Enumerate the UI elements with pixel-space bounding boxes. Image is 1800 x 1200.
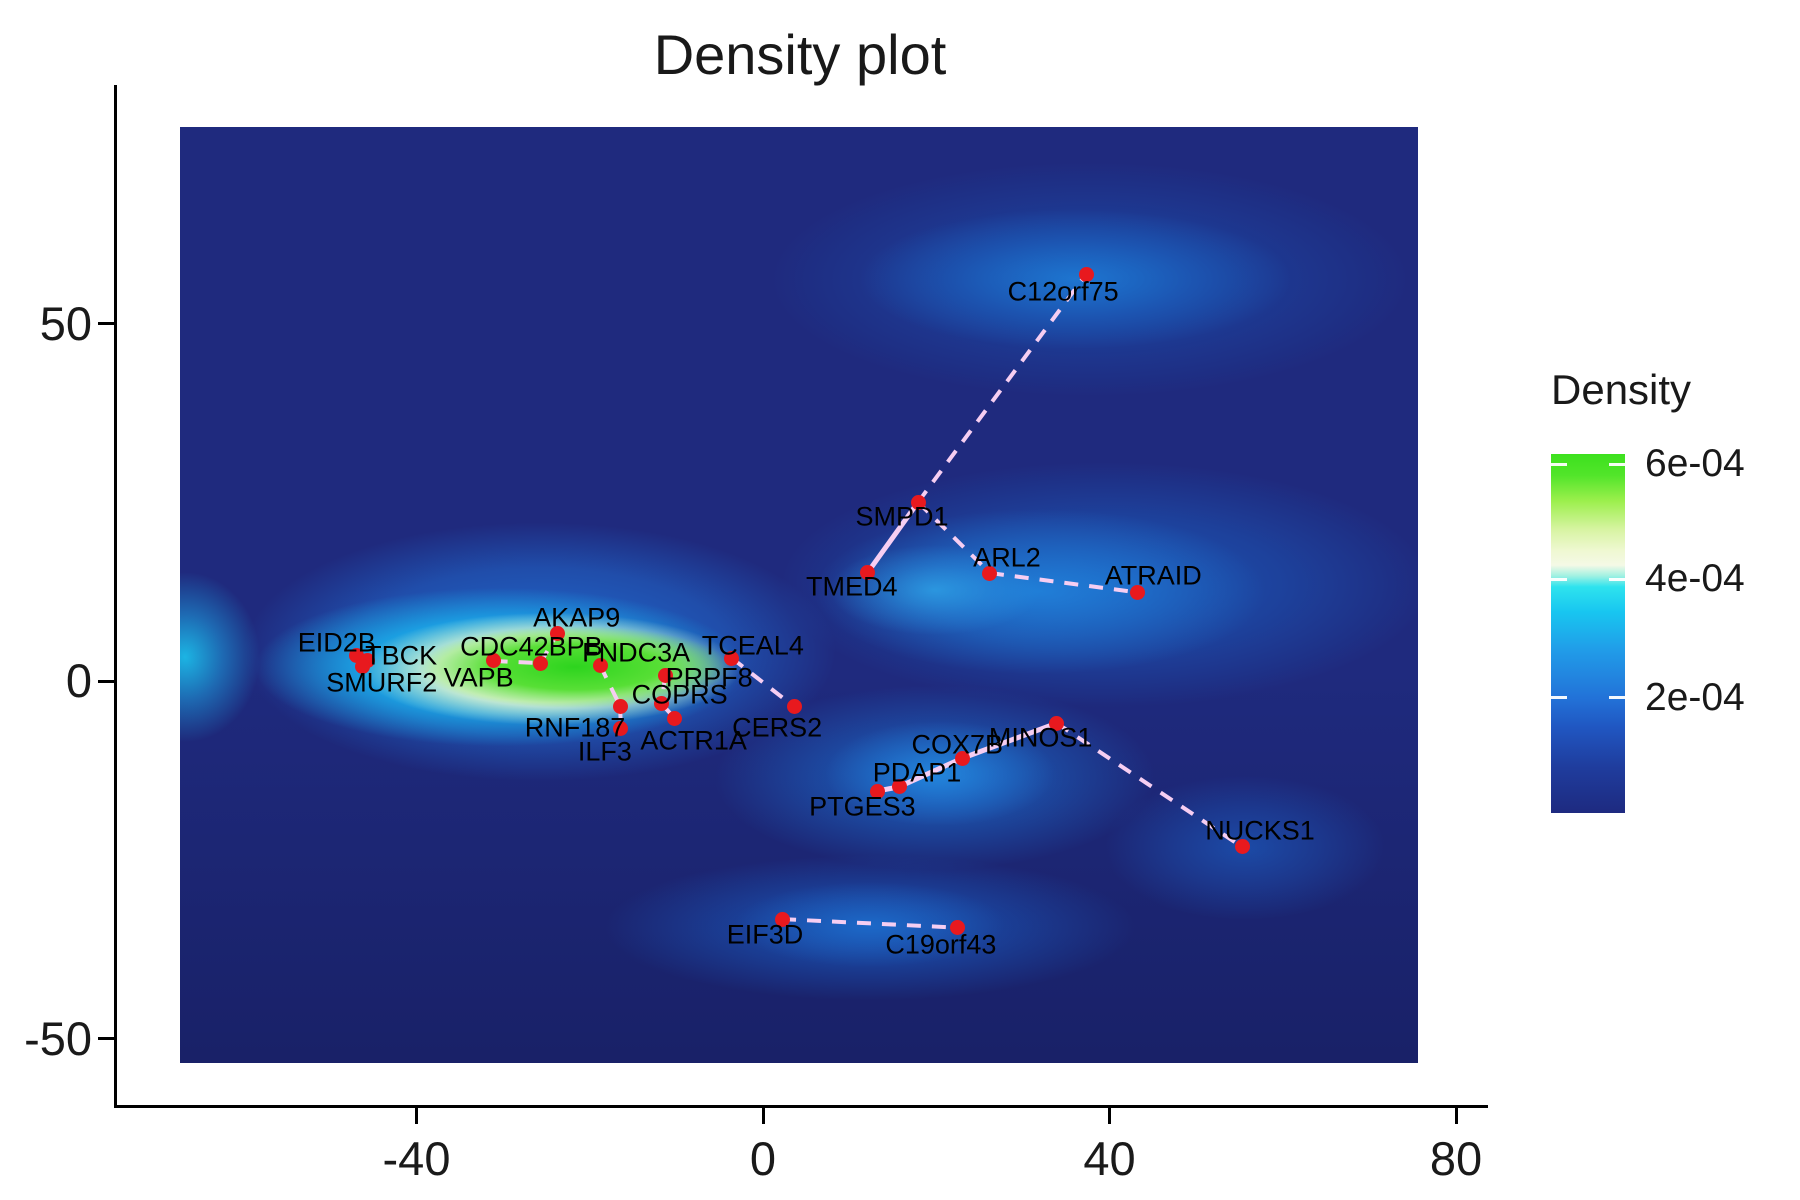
y-axis-tick [98,322,114,325]
gene-label-ARL2: ARL2 [973,542,1041,573]
data-point-RNF187 [612,698,628,714]
data-point-FNDC3A [592,657,608,673]
data-point-PRPF8 [657,667,673,683]
x-axis-tick-label: 80 [1429,1132,1483,1185]
edge-EIF3D-C19orf43 [781,917,959,930]
gene-label-PTGES3: PTGES3 [809,791,916,822]
gene-label-ATRAID: ATRAID [1104,560,1202,591]
edge-MINOS1-NUCKS1 [1055,721,1244,849]
gene-label-PDAP1: PDAP1 [872,757,962,788]
gene-label-ACTR1A: ACTR1A [640,725,747,756]
y-axis-tick-label: -50 [24,1011,92,1065]
data-point-ILF3 [613,721,629,737]
x-axis-tick-label: -40 [382,1132,451,1185]
data-point-CDC42BPB [532,655,548,671]
legend-tick-mark-left [1551,462,1567,466]
x-axis-tick [761,1108,765,1124]
data-point-PTGES3 [869,783,885,799]
gene-label-ILF3: ILF3 [577,736,632,767]
y-axis-tick-label: 0 [65,654,92,707]
gene-label-TMED4: TMED4 [806,571,898,602]
x-axis-line [114,1105,1488,1108]
gene-label-EIF3D: EIF3D [726,919,804,950]
legend-tick-mark-right [1609,696,1625,700]
y-axis-line [114,85,117,1108]
gene-label-COPRS: COPRS [631,679,728,710]
data-point-ATRAID [1129,584,1145,600]
data-point-CERS2 [786,699,802,715]
data-point-PDAP1 [891,779,907,795]
data-point-VAPB [486,653,502,669]
edge-VAPB-CDC42BPB [493,658,541,666]
gene-label-CDC42BPB: CDC42BPB [460,631,603,662]
x-axis-tick [415,1108,418,1124]
gene-label-CERS2: CERS2 [732,712,823,743]
y-axis-tick [98,679,114,683]
edge-SMPD1-C12orf75 [916,272,1088,504]
edge-TCEAL4-CERS2 [730,656,796,709]
gene-label-EID2B: EID2B [297,627,376,658]
data-point-ARL2 [982,565,998,581]
edge-TMED4-SMPD1 [865,500,921,574]
gene-label-SMPD1: SMPD1 [855,501,949,532]
gene-label-C19orf43: C19orf43 [885,929,997,960]
data-point-COPRS [654,696,670,712]
gene-label-TBCK: TBCK [365,640,438,671]
legend-tick-mark-left [1551,577,1567,581]
x-axis-tick-label: 40 [1083,1132,1136,1185]
gene-label-SMURF2: SMURF2 [326,667,438,698]
gene-label-VAPB: VAPB [443,662,514,693]
legend-tick-mark-right [1609,462,1625,466]
edge-SMPD1-ARL2 [916,500,992,575]
data-point-ACTR1A [667,710,683,726]
data-point-AKAP9 [550,625,566,641]
edge-PDAP1-COX7B [897,755,964,790]
data-point-TCEAL4 [724,650,740,666]
x-axis-tick [1454,1108,1458,1124]
data-point-MINOS1 [1049,715,1065,731]
gene-label-TCEAL4: TCEAL4 [701,630,804,661]
data-point-TMED4 [860,564,876,580]
density-blob-top-right-core [860,209,1290,349]
y-axis-tick [98,1037,114,1040]
legend-tick-label: 4e-04 [1645,557,1745,601]
x-axis-tick-label: 0 [749,1132,777,1185]
data-point-C19orf43 [950,920,966,936]
gene-label-PRPF8: PRPF8 [665,662,753,693]
x-axis-tick [1108,1108,1111,1124]
gene-label-C12orf75: C12orf75 [1007,276,1119,307]
chart-title: Density plot [653,23,947,86]
legend-tick-mark-right [1609,577,1625,581]
gene-label-RNF187: RNF187 [524,712,626,743]
legend-tick-mark-left [1551,696,1567,700]
data-point-COX7B [954,750,970,766]
legend-title: Density [1551,366,1692,413]
legend-colorbar [1551,454,1625,813]
gene-label-MINOS1: MINOS1 [988,722,1093,753]
gene-label-AKAP9: AKAP9 [533,602,621,633]
data-point-NUCKS1 [1234,839,1250,855]
density-blob-main-green-core [385,617,765,717]
gene-label-NUCKS1: NUCKS1 [1205,815,1315,846]
edge-COX7B-MINOS1 [961,720,1058,761]
data-point-SMURF2 [355,659,371,675]
density-blob-right-mid-bright [830,545,1040,635]
gene-label-FNDC3A: FNDC3A [582,637,691,668]
gene-label-COX7B: COX7B [911,729,1004,760]
legend-tick-label: 6e-04 [1645,442,1745,486]
legend-tick-label: 2e-04 [1645,675,1745,719]
data-point-EIF3D [774,911,790,927]
data-point-SMPD1 [910,494,926,510]
y-axis-tick-label: 50 [39,296,92,350]
density-panel: EID2B TBCK SMURF2 VAPB CDC42BPB AKAP9 FNDC3A PR… [180,127,1418,1063]
data-point-C12orf75 [1078,266,1094,282]
